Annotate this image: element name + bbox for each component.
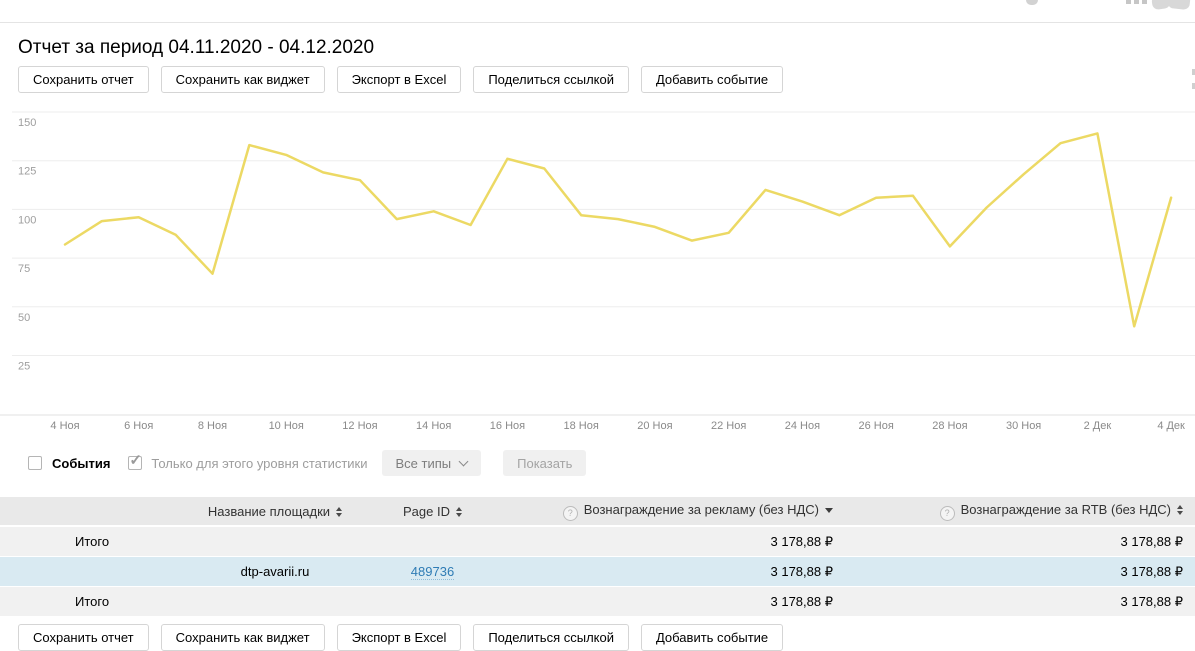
column-header-page-id[interactable]: Page ID [380, 497, 485, 526]
total-label: Итого [0, 526, 170, 557]
total-reward-ads: 3 178,88 ₽ [485, 587, 845, 617]
svg-text:10 Ноя: 10 Ноя [269, 420, 304, 432]
help-icon[interactable]: ? [563, 506, 578, 521]
site-name: dtp-avarii.ru [170, 557, 380, 587]
clipped-header-icon[interactable] [1026, 0, 1038, 5]
report-actions-top: Сохранить отчет Сохранить как виджет Экс… [18, 66, 783, 93]
events-checkbox[interactable] [28, 456, 42, 470]
column-header-site-name[interactable]: Название площадки [170, 497, 380, 526]
svg-text:24 Ноя: 24 Ноя [785, 420, 820, 432]
svg-text:2 Дек: 2 Дек [1084, 420, 1112, 432]
save-report-button[interactable]: Сохранить отчет [18, 624, 149, 651]
site-reward-rtb: 3 178,88 ₽ [845, 557, 1195, 587]
svg-text:20 Ноя: 20 Ноя [637, 420, 672, 432]
column-header-reward-rtb[interactable]: ?Вознаграждение за RTB (без НДС) [845, 497, 1195, 526]
table-header-row: Название площадки Page ID ?Вознаграждени… [0, 497, 1195, 526]
svg-text:125: 125 [18, 166, 36, 178]
save-as-widget-button[interactable]: Сохранить как виджет [161, 624, 325, 651]
clipped-logo-icon[interactable] [1152, 0, 1192, 11]
line-chart[interactable]: 25 50 75 100 125 150 4 Ноя 6 Ноя 8 Ноя 10 Ноя 12 Н… [0, 103, 1195, 438]
export-excel-button[interactable]: Экспорт в Excel [337, 66, 462, 93]
share-link-button[interactable]: Поделиться ссылкой [473, 624, 629, 651]
page-title: Отчет за период 04.11.2020 - 04.12.2020 [18, 36, 374, 60]
add-event-button[interactable]: Добавить событие [641, 624, 783, 651]
event-types-dropdown[interactable]: Все типы [382, 450, 482, 476]
svg-text:16 Ноя: 16 Ноя [490, 420, 525, 432]
column-header-reward-ads[interactable]: ?Вознаграждение за рекламу (без НДС) [485, 497, 845, 526]
events-filter-bar: События ✓ Только для этого уровня статис… [0, 449, 1195, 477]
svg-text:50: 50 [18, 312, 30, 324]
events-checkbox-label[interactable]: События [52, 456, 110, 471]
sort-icon[interactable] [1177, 505, 1183, 515]
sort-icon[interactable] [336, 507, 342, 517]
table-row-total-bottom: Итого 3 178,88 ₽ 3 178,88 ₽ [0, 587, 1195, 617]
svg-text:150: 150 [18, 117, 36, 129]
only-this-level-checkbox[interactable]: ✓ [128, 456, 142, 470]
svg-text:100: 100 [18, 214, 36, 226]
svg-text:28 Ноя: 28 Ноя [932, 420, 967, 432]
report-page: { "page": { "title": "Отчет за период 04… [0, 0, 1195, 641]
svg-text:25: 25 [18, 361, 30, 373]
save-report-button[interactable]: Сохранить отчет [18, 66, 149, 93]
event-types-value: Все типы [396, 456, 452, 471]
svg-text:8 Ноя: 8 Ноя [198, 420, 227, 432]
header-spacer [0, 497, 170, 526]
site-reward-ads: 3 178,88 ₽ [485, 557, 845, 587]
page-id-link[interactable]: 489736 [411, 564, 454, 580]
help-icon[interactable]: ? [940, 506, 955, 521]
total-label: Итого [0, 587, 170, 617]
svg-text:4 Ноя: 4 Ноя [50, 420, 79, 432]
share-link-button[interactable]: Поделиться ссылкой [473, 66, 629, 93]
svg-text:26 Ноя: 26 Ноя [858, 420, 893, 432]
checkmark-icon: ✓ [129, 451, 142, 469]
svg-text:30 Ноя: 30 Ноя [1006, 420, 1041, 432]
svg-text:12 Ноя: 12 Ноя [342, 420, 377, 432]
total-reward-rtb: 3 178,88 ₽ [845, 587, 1195, 617]
svg-text:6 Ноя: 6 Ноя [124, 420, 153, 432]
svg-text:75: 75 [18, 263, 30, 275]
svg-text:22 Ноя: 22 Ноя [711, 420, 746, 432]
total-reward-rtb: 3 178,88 ₽ [845, 526, 1195, 557]
table-row-total-top: Итого 3 178,88 ₽ 3 178,88 ₽ [0, 526, 1195, 557]
table-row-site[interactable]: dtp-avarii.ru 489736 3 178,88 ₽ 3 178,88… [0, 557, 1195, 587]
only-this-level-label[interactable]: Только для этого уровня статистики [151, 456, 367, 471]
total-reward-ads: 3 178,88 ₽ [485, 526, 845, 557]
svg-text:4 Дек: 4 Дек [1157, 420, 1185, 432]
sort-icon[interactable] [456, 507, 462, 517]
chevron-down-icon [459, 456, 469, 466]
report-actions-bottom: Сохранить отчет Сохранить как виджет Экс… [18, 624, 783, 651]
show-button[interactable]: Показать [503, 450, 586, 476]
top-bar [0, 0, 1195, 23]
save-as-widget-button[interactable]: Сохранить как виджет [161, 66, 325, 93]
svg-text:18 Ноя: 18 Ноя [564, 420, 599, 432]
sort-desc-icon[interactable] [825, 508, 833, 513]
svg-text:14 Ноя: 14 Ноя [416, 420, 451, 432]
add-event-button[interactable]: Добавить событие [641, 66, 783, 93]
app-grid-icon[interactable] [1126, 0, 1147, 4]
statistics-table: Название площадки Page ID ?Вознаграждени… [0, 497, 1195, 617]
export-excel-button[interactable]: Экспорт в Excel [337, 624, 462, 651]
